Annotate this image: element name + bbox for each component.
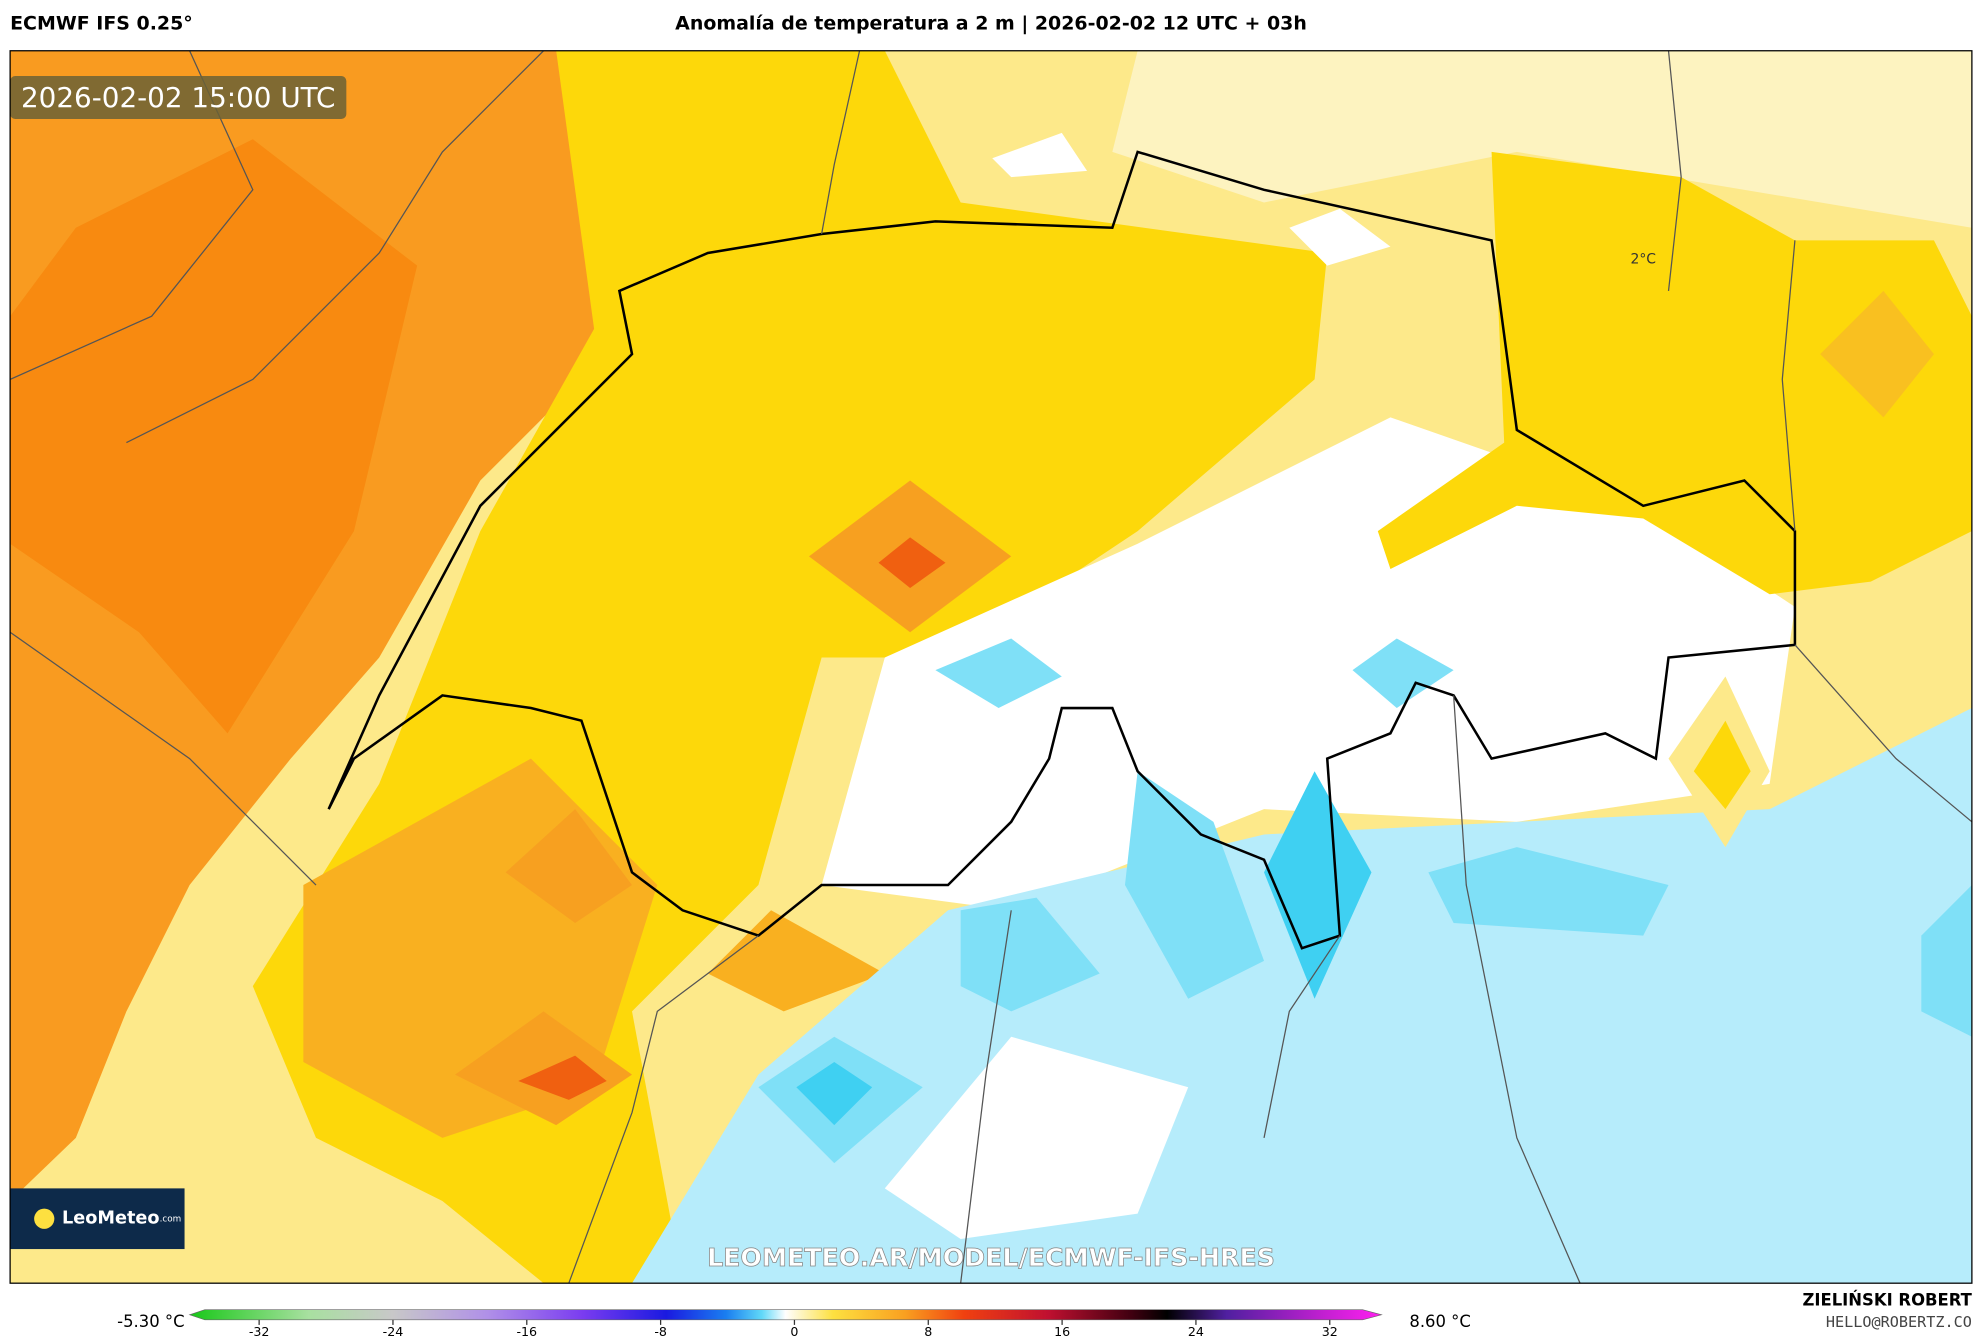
region-border xyxy=(10,50,1972,1284)
anomaly-area xyxy=(796,1061,873,1126)
anomaly-area xyxy=(1352,638,1454,709)
tick-label: 32 xyxy=(1322,1324,1338,1339)
anomaly-area xyxy=(10,139,418,734)
colorbar-min: -5.30 °C xyxy=(117,1312,184,1331)
model-label: ECMWF IFS 0.25° xyxy=(10,13,193,35)
logo-sun xyxy=(34,1208,55,1229)
timestamp: 2026-02-02 15:00 UTC xyxy=(21,81,335,114)
email: HELLO@ROBERTZ.CO xyxy=(1826,1313,1972,1331)
tick-label: -8 xyxy=(654,1324,667,1339)
anomaly-area xyxy=(1377,151,1972,595)
anomaly-area xyxy=(518,1055,607,1100)
anomaly-area xyxy=(505,809,633,923)
timestamp-box xyxy=(10,76,347,120)
watermark: LEOMETEO.AR/MODEL/ECMWF-IFS-HRES xyxy=(707,1243,1275,1272)
tick-label: 0 xyxy=(790,1324,798,1339)
anomaly-area xyxy=(1124,771,1265,999)
colorbar-ticks: -32 -24 -16 -8 0 8 16 24 32 xyxy=(249,1319,1338,1339)
anomaly-area xyxy=(878,537,946,588)
anomaly-area xyxy=(1264,771,1372,999)
anomaly-area xyxy=(455,1011,633,1126)
anomaly-area xyxy=(935,638,1062,709)
colorbar-max: 8.60 °C xyxy=(1409,1312,1470,1331)
author: ZIELIŃSKI ROBERT xyxy=(1802,1290,1972,1309)
tick-label: 16 xyxy=(1054,1324,1070,1339)
anomaly-area xyxy=(707,910,885,1012)
contour-label: 2°C xyxy=(1630,251,1655,267)
anomaly-area xyxy=(884,1036,1189,1239)
colorbar xyxy=(188,1309,1383,1321)
logo-text: LeoMeteo.com xyxy=(62,1209,181,1229)
logo-name: LeoMeteo xyxy=(62,1209,160,1229)
anomaly-area xyxy=(821,417,1795,911)
anomaly-area xyxy=(960,897,1100,1012)
map-frame xyxy=(9,50,1973,1284)
anomaly-area xyxy=(1112,50,1972,228)
title: Anomalía de temperatura a 2 m | 2026-02-… xyxy=(675,13,1307,35)
tick-label: -24 xyxy=(383,1324,404,1339)
tick-label: 8 xyxy=(924,1324,932,1339)
tick-label: 24 xyxy=(1188,1324,1204,1339)
country-border xyxy=(327,150,1797,950)
anomaly-area xyxy=(1289,208,1391,266)
anomaly-area xyxy=(992,132,1088,178)
tick-label: -32 xyxy=(249,1324,270,1339)
map: 2026-02-02 15:00 UTC 2°C LEOMETEO.AR/MOD… xyxy=(10,50,1972,1284)
tick-label: -16 xyxy=(516,1324,537,1339)
anomaly-area xyxy=(1693,720,1751,810)
anomaly-area xyxy=(1820,290,1934,418)
anomaly-area xyxy=(1921,885,1972,1037)
anomaly-area xyxy=(1428,847,1669,936)
logo-suffix: .com xyxy=(160,1214,182,1224)
